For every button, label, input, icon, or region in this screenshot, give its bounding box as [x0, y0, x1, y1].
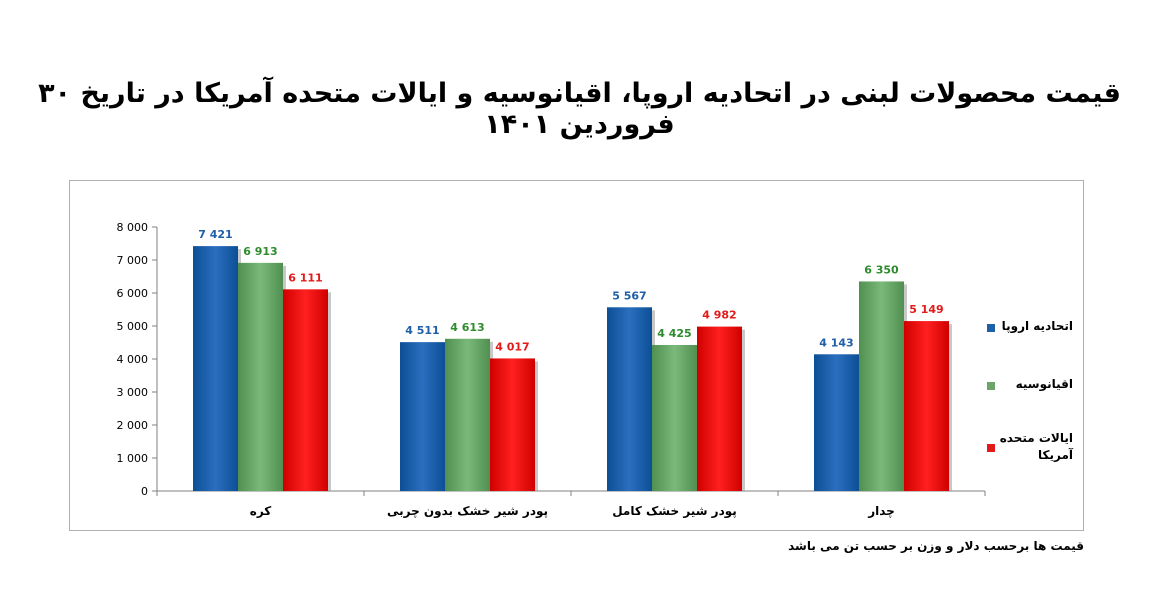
- y-tick-label: 3 000: [117, 386, 149, 399]
- units-note: قیمت ها برحسب دلار و وزن بر حسب تن می با…: [788, 539, 1084, 553]
- bar-usa: [283, 289, 328, 491]
- bar-usa: [904, 321, 949, 491]
- data-label-eu: 7 421: [198, 228, 232, 241]
- data-label-oceania: 6 350: [864, 263, 899, 276]
- bar-oceania: [652, 344, 697, 491]
- legend-swatch-oceania: [987, 382, 995, 390]
- legend-item-oceania: اقیانوسیه: [1016, 376, 1073, 393]
- bar-usa: [697, 326, 742, 491]
- data-label-usa: 4 982: [702, 309, 736, 322]
- y-tick-label: 8 000: [117, 221, 149, 234]
- data-label-oceania: 4 613: [450, 321, 484, 334]
- data-label-oceania: 4 425: [657, 327, 691, 340]
- data-label-usa: 4 017: [495, 340, 529, 353]
- legend-label-oceania: اقیانوسیه: [1015, 377, 1073, 391]
- bar-oceania: [859, 281, 904, 491]
- x-tick-label: پودر شیر خشک کامل: [612, 504, 737, 519]
- y-tick-label: 1 000: [117, 452, 149, 465]
- x-tick-label: کره: [250, 504, 272, 518]
- data-label-eu: 4 511: [405, 324, 439, 337]
- x-tick-label: پودر شیر خشک بدون چربی: [387, 504, 548, 519]
- bar-eu: [400, 342, 445, 491]
- bar-eu: [607, 307, 652, 491]
- y-tick-label: 2 000: [117, 419, 149, 432]
- y-tick-label: 5 000: [117, 320, 149, 333]
- legend-swatch-usa: [987, 444, 995, 452]
- bar-oceania: [238, 262, 283, 491]
- bar-eu: [193, 246, 238, 491]
- y-tick-label: 4 000: [117, 353, 149, 366]
- legend-label-eu: اتحادیه اروپا: [1001, 319, 1073, 333]
- chart-title: قیمت محصولات لبنی در اتحادیه اروپا، اقیا…: [38, 78, 1121, 140]
- data-label-eu: 5 567: [612, 289, 646, 302]
- y-tick-label: 0: [141, 485, 148, 498]
- data-label-usa: 5 149: [909, 303, 943, 316]
- y-tick-label: 6 000: [117, 287, 149, 300]
- legend-item-usa: ایالات متحده آمریکا: [1000, 430, 1073, 464]
- data-label-usa: 6 111: [288, 271, 322, 284]
- bar-oceania: [445, 338, 490, 491]
- legend-swatch-eu: [987, 324, 995, 332]
- legend-label-usa-line1: ایالات متحده: [999, 431, 1073, 445]
- bar-usa: [490, 358, 535, 491]
- legend-label-usa-line2: آمریکا: [1038, 448, 1073, 462]
- bar-eu: [814, 354, 859, 491]
- x-tick-label: چدار: [867, 504, 895, 518]
- data-label-eu: 4 143: [819, 336, 853, 349]
- legend-item-eu: اتحادیه اروپا: [1002, 318, 1073, 335]
- y-tick-label: 7 000: [117, 254, 149, 267]
- data-label-oceania: 6 913: [243, 245, 277, 258]
